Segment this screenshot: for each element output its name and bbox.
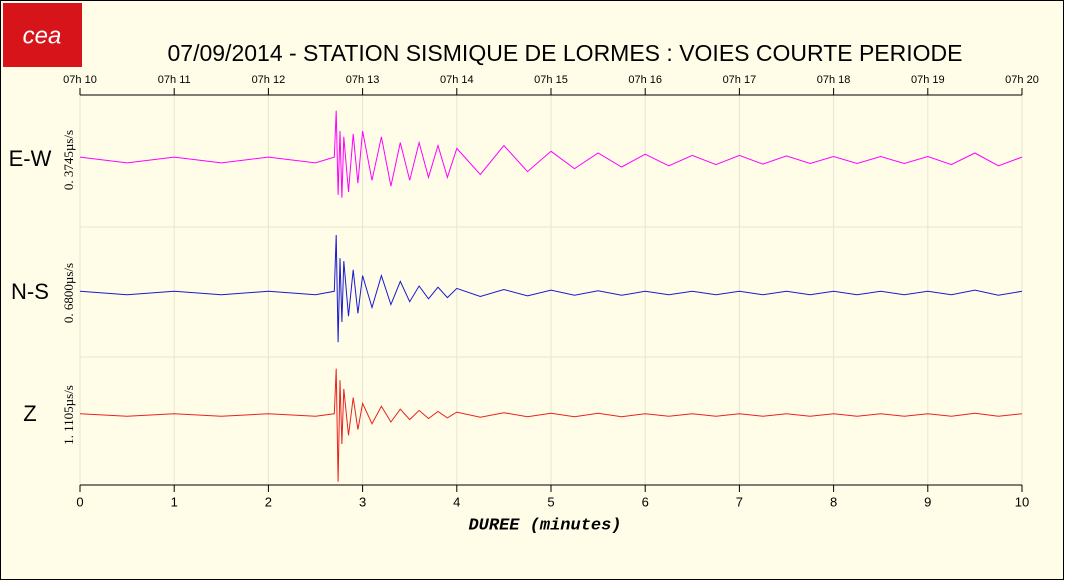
trace-scale: 1. 1105µs/s bbox=[61, 385, 76, 445]
x2-tick-label: 07h 12 bbox=[252, 74, 286, 86]
trace-name: N-S bbox=[11, 279, 49, 304]
x2-tick-label: 07h 14 bbox=[440, 74, 474, 86]
x2-tick-label: 07h 16 bbox=[628, 74, 662, 86]
x-tick-label: 4 bbox=[453, 494, 460, 509]
x-tick-label: 10 bbox=[1015, 494, 1029, 509]
x-tick-label: 7 bbox=[736, 494, 743, 509]
x2-tick-label: 07h 17 bbox=[723, 74, 757, 86]
trace bbox=[79, 234, 1023, 343]
x-tick-label: 2 bbox=[265, 494, 272, 509]
x-tick-label: 9 bbox=[924, 494, 931, 509]
x2-tick-label: 07h 15 bbox=[534, 74, 568, 86]
x2-tick-label: 07h 18 bbox=[817, 74, 851, 86]
trace bbox=[79, 368, 1023, 482]
trace-name: E-W bbox=[9, 146, 52, 171]
x2-tick-label: 07h 13 bbox=[346, 74, 380, 86]
x-tick-label: 1 bbox=[171, 494, 178, 509]
x-tick-label: 3 bbox=[359, 494, 366, 509]
trace-name: Z bbox=[23, 401, 36, 426]
x2-tick-label: 07h 19 bbox=[911, 74, 945, 86]
x-tick-label: 0 bbox=[76, 494, 83, 509]
x-axis-label: DUREE (minutes) bbox=[468, 516, 621, 535]
trace-scale: 0. 6800µs/s bbox=[61, 263, 76, 323]
x-tick-label: 5 bbox=[547, 494, 554, 509]
logo: cea bbox=[23, 22, 62, 49]
x2-tick-label: 07h 20 bbox=[1005, 74, 1039, 86]
x-tick-label: 6 bbox=[642, 494, 649, 509]
x2-tick-label: 07h 11 bbox=[158, 74, 191, 86]
chart-title: 07/09/2014 - STATION SISMIQUE DE LORMES … bbox=[168, 40, 963, 66]
trace bbox=[79, 110, 1023, 198]
trace-scale: 0. 3745µs/s bbox=[61, 130, 76, 190]
x2-tick-label: 07h 10 bbox=[63, 74, 97, 86]
x-tick-label: 8 bbox=[830, 494, 837, 509]
logo-box bbox=[3, 3, 82, 67]
